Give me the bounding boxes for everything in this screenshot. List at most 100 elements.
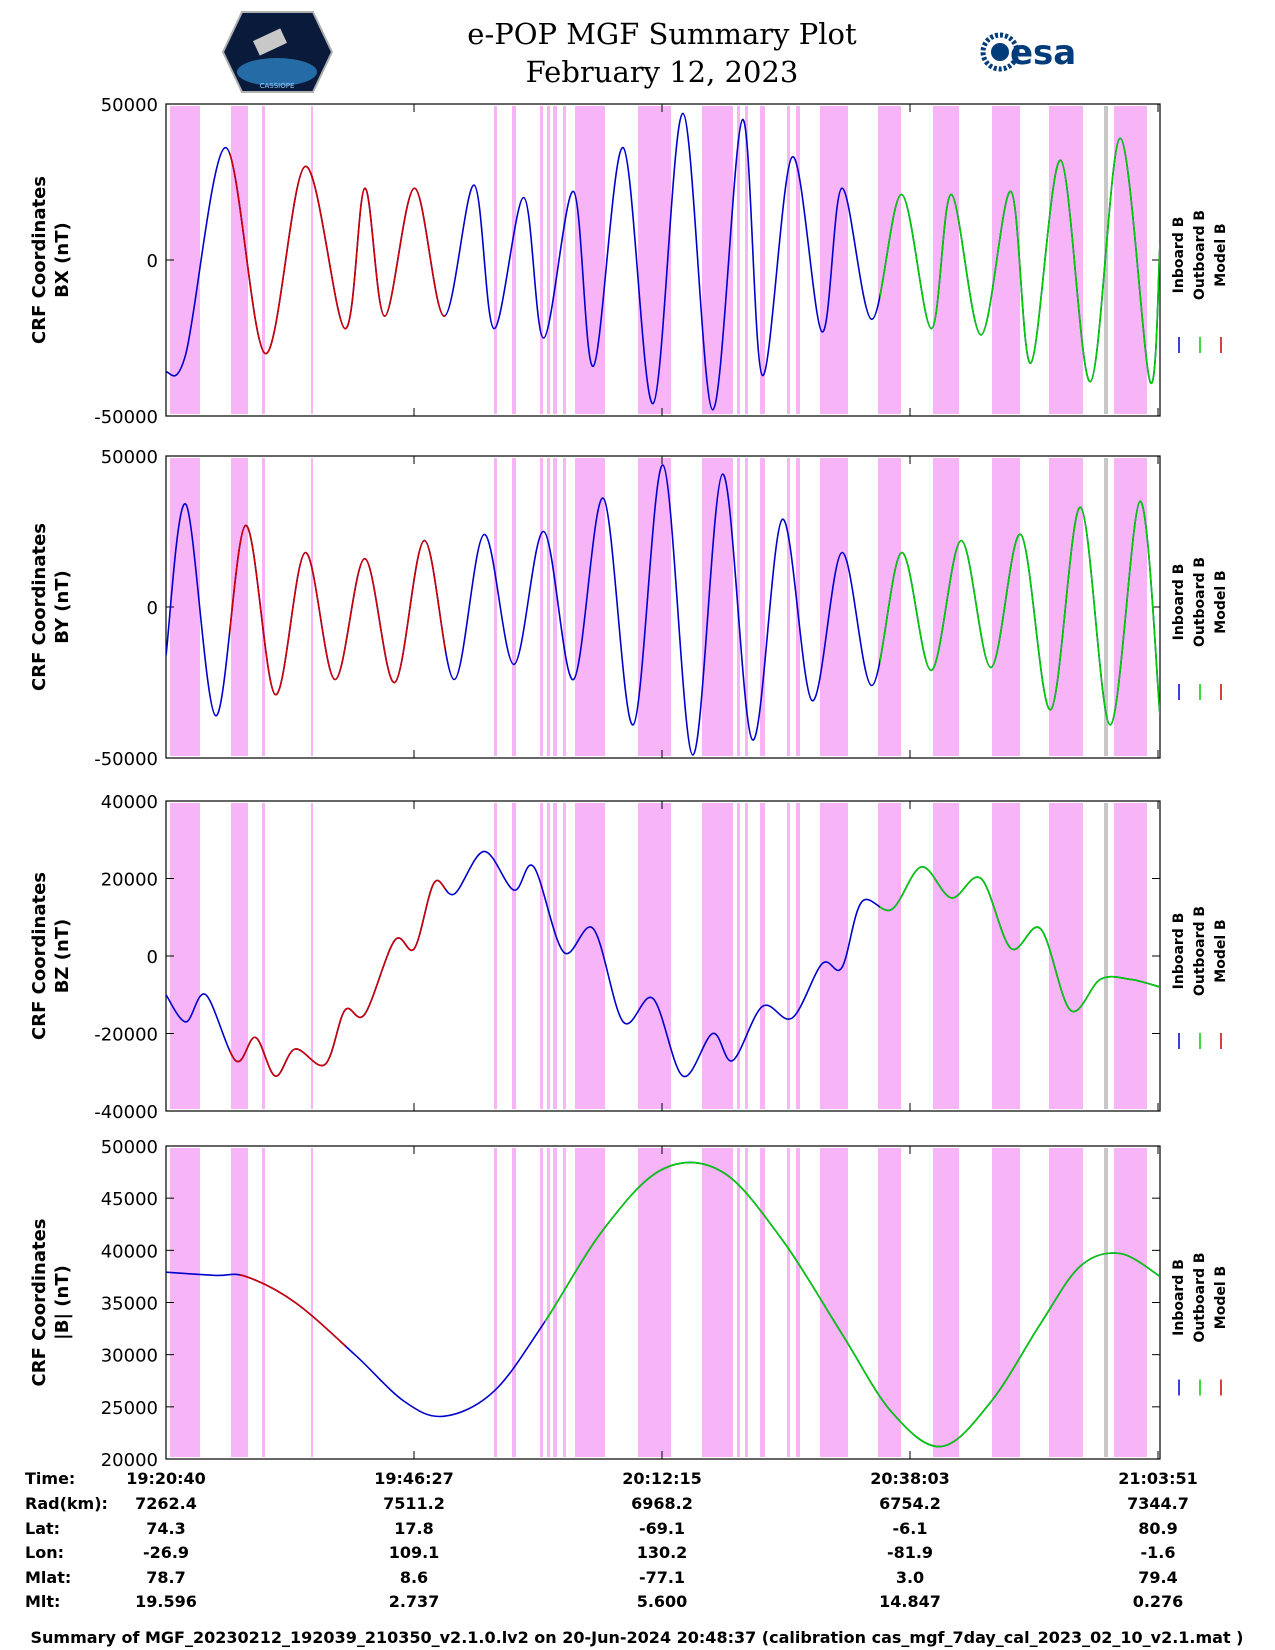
title-line-1: e-POP MGF Summary Plot (467, 17, 857, 51)
orbit-shade-band (880, 1148, 901, 1457)
info-cell: -1.6 (1141, 1543, 1176, 1562)
outboard-series-line (545, 1161, 1160, 1448)
y-tick-label: -50000 (94, 407, 158, 428)
esa-logo-text: esa (1010, 33, 1076, 73)
info-cell: 109.1 (389, 1543, 440, 1562)
legend: Inboard B Outboard B Model B (1171, 906, 1229, 1049)
info-cell: 6968.2 (631, 1494, 693, 1513)
orbit-shade-band (553, 106, 557, 414)
orbit-shade-band (494, 458, 497, 756)
y-tick-label: -50000 (94, 749, 158, 770)
info-cell: 74.3 (146, 1519, 185, 1538)
y-axis-label-line2: BX (nT) (52, 222, 73, 297)
legend-label: Outboard B (1192, 210, 1208, 300)
orbit-shade-band (170, 458, 200, 756)
orbit-shade-band (787, 1148, 790, 1457)
orbit-shade-band (820, 458, 848, 756)
orbit-shade-band (231, 1148, 248, 1457)
orbit-shade-band (1049, 106, 1083, 414)
orbit-shade-band (745, 458, 748, 756)
info-cell: 14.847 (879, 1592, 941, 1611)
orbit-shade-band (992, 458, 1020, 756)
model-series-line (230, 879, 445, 1077)
orbit-shade-band (933, 106, 959, 414)
y-axis-label-line2: |B| (nT) (52, 1265, 73, 1340)
orbit-shade-band (820, 1148, 848, 1457)
orbit-shade-band (1114, 106, 1147, 414)
info-row-label: Lat: (25, 1519, 60, 1538)
orbit-shade-band (311, 458, 313, 756)
orbit-shade-band (787, 106, 790, 414)
info-cell: 80.9 (1138, 1519, 1177, 1538)
orbit-shade-band (311, 1148, 313, 1457)
info-cell: 0.276 (1133, 1592, 1184, 1611)
gray-shade-band (1104, 1148, 1108, 1457)
panel-4: 50000 45000 40000 35000 30000 25000 20000 CRF C… (29, 1137, 1229, 1471)
info-cell: 19.596 (135, 1592, 197, 1611)
orbit-shade-band (638, 458, 671, 756)
y-axis-label-line1: CRF Coordinates (29, 1219, 50, 1387)
orbit-shade-band (878, 458, 881, 756)
orbit-shade-band (262, 803, 265, 1109)
orbit-shade-band (540, 1148, 543, 1457)
orbit-shade-band (512, 1148, 516, 1457)
y-axis-label-line2: BY (nT) (52, 570, 73, 644)
orbit-shade-band (494, 803, 497, 1109)
info-cell: 2.737 (389, 1592, 440, 1611)
orbit-shade-band (1049, 803, 1083, 1109)
orbit-shade-band (787, 458, 790, 756)
y-axis-label-line1: CRF Coordinates (29, 523, 50, 691)
info-row-label: Time: (25, 1469, 75, 1488)
orbit-shade-band (638, 106, 671, 414)
y-tick-label: 35000 (101, 1294, 158, 1315)
y-tick-label: -20000 (94, 1025, 158, 1046)
orbit-shade-band (745, 106, 748, 414)
orbit-shade-band (553, 458, 557, 756)
legend-label: Model B (1213, 223, 1229, 286)
orbit-shade-band (787, 803, 790, 1109)
info-cell: 20:12:15 (622, 1469, 702, 1488)
orbit-shade-band (563, 803, 566, 1109)
orbit-shade-band (231, 106, 248, 414)
orbit-shade-band (1114, 1148, 1147, 1457)
legend-label: Inboard B (1171, 564, 1187, 641)
orbit-shade-band (540, 458, 543, 756)
orbit-shade-band (563, 1148, 566, 1457)
orbit-shade-band (737, 1148, 740, 1457)
footer-text: Summary of MGF_20230212_192039_210350_v2… (31, 1628, 1244, 1647)
orbit-shade-band (760, 106, 765, 414)
model-series-line (230, 152, 445, 355)
info-row-label: Lon: (25, 1543, 64, 1562)
info-row-label: Mlt: (25, 1592, 60, 1611)
info-cell: 8.6 (400, 1568, 428, 1587)
esa-logo: esa (980, 32, 1076, 73)
info-cell: 3.0 (896, 1568, 924, 1587)
legend-label: Model B (1213, 919, 1229, 982)
orbit-shade-band (262, 458, 265, 756)
orbit-shade-band (702, 1148, 733, 1457)
orbit-shade-band (547, 803, 550, 1109)
orbit-shade-band (796, 803, 800, 1109)
title-line-2: February 12, 2023 (526, 55, 799, 89)
legend: Inboard B Outboard B Model B (1171, 557, 1229, 700)
orbit-shade-band (1114, 803, 1147, 1109)
outboard-series-line (880, 137, 1160, 385)
orbit-shade-band (878, 803, 881, 1109)
orbit-shade-band (745, 1148, 748, 1457)
info-cell: 7262.4 (135, 1494, 197, 1513)
orbit-shade-band (796, 1148, 800, 1457)
orbit-shade-band (737, 803, 740, 1109)
info-cell: 79.4 (1138, 1568, 1177, 1587)
orbit-shade-band (262, 1148, 265, 1457)
info-row-label: Mlat: (25, 1568, 71, 1587)
info-cell: 19:20:40 (126, 1469, 206, 1488)
cassiope-logo-text: CASSIOPE (260, 82, 295, 90)
y-tick-label: -40000 (94, 1102, 158, 1123)
info-cell: 17.8 (394, 1519, 433, 1538)
info-cell: 78.7 (146, 1568, 185, 1587)
orbit-shade-band (540, 803, 543, 1109)
info-cell: -81.9 (887, 1543, 933, 1562)
orbit-shade-band (820, 803, 848, 1109)
y-tick-label: 0 (147, 947, 158, 968)
orbit-shade-band (512, 106, 516, 414)
